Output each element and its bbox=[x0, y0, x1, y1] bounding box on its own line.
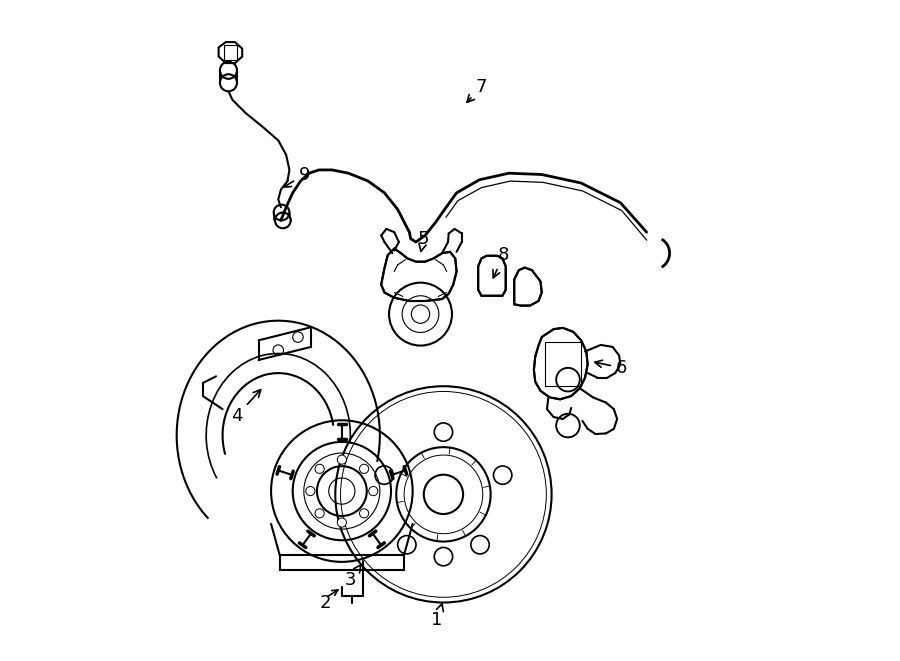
Text: 7: 7 bbox=[467, 78, 487, 102]
Circle shape bbox=[338, 455, 346, 464]
Polygon shape bbox=[219, 42, 242, 63]
Text: 8: 8 bbox=[493, 246, 509, 278]
Text: 3: 3 bbox=[345, 565, 361, 588]
Circle shape bbox=[338, 518, 346, 527]
Text: 2: 2 bbox=[320, 594, 331, 611]
Circle shape bbox=[315, 464, 324, 473]
Circle shape bbox=[306, 486, 315, 496]
Polygon shape bbox=[534, 328, 588, 399]
Text: 6: 6 bbox=[595, 359, 627, 377]
Text: 1: 1 bbox=[431, 603, 444, 629]
Polygon shape bbox=[382, 249, 456, 301]
Polygon shape bbox=[478, 256, 506, 295]
Text: 9: 9 bbox=[284, 165, 310, 187]
Circle shape bbox=[315, 509, 324, 518]
Text: 4: 4 bbox=[231, 389, 261, 425]
Polygon shape bbox=[514, 268, 542, 305]
Circle shape bbox=[359, 509, 369, 518]
Circle shape bbox=[359, 464, 369, 473]
Text: 5: 5 bbox=[418, 230, 429, 251]
Circle shape bbox=[369, 486, 378, 496]
